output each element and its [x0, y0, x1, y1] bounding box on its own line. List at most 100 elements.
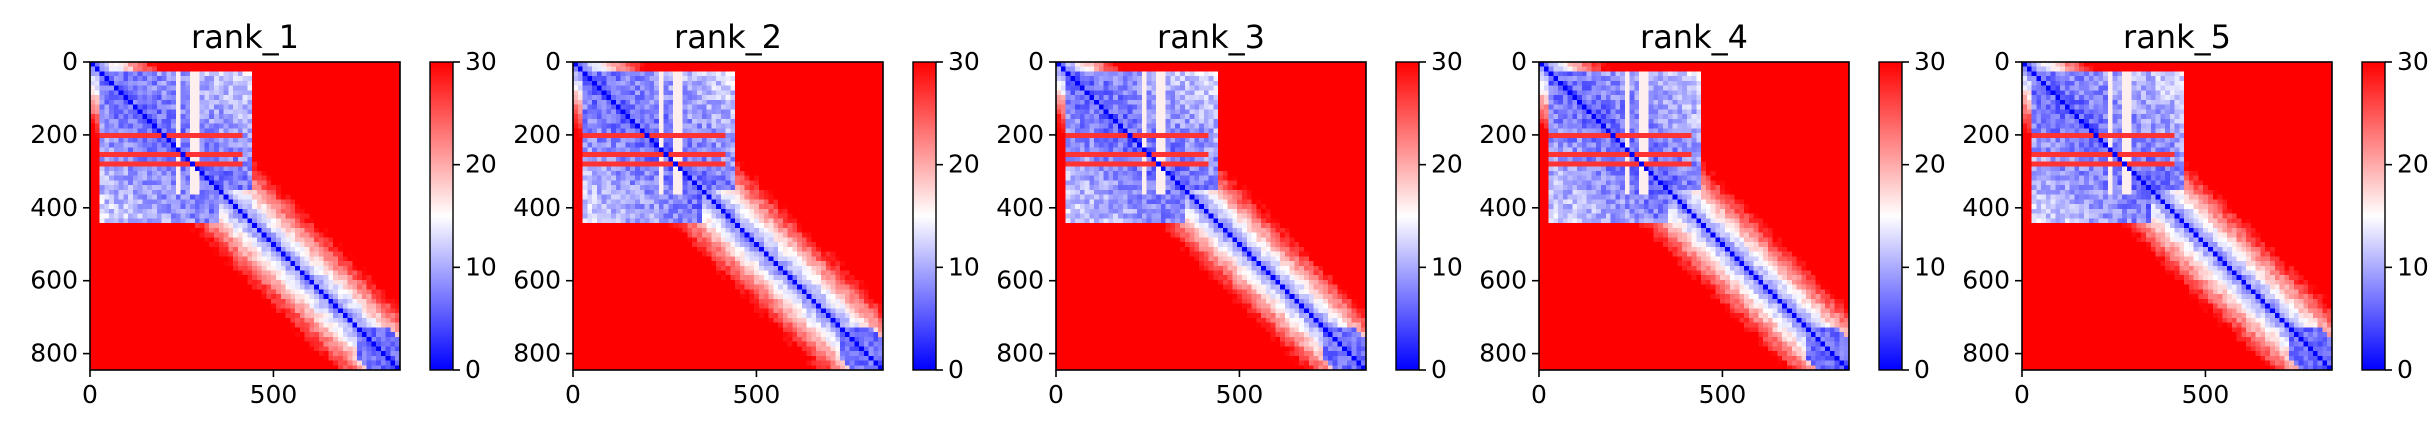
heatmap-cell: [228, 332, 234, 338]
heatmap-cell: [147, 180, 153, 186]
heatmap-cell: [347, 341, 353, 347]
heatmap-cell: [237, 118, 244, 125]
heatmap-cell: [261, 242, 268, 248]
heatmap-cell: [371, 109, 377, 115]
heatmap-cell: [147, 128, 153, 134]
heatmap-cell: [304, 90, 310, 96]
heatmap-cell: [361, 298, 368, 305]
heatmap-cell: [380, 156, 387, 163]
heatmap-cell: [385, 223, 392, 229]
heatmap-cell: [156, 265, 163, 272]
heatmap-cell: [147, 294, 153, 300]
heatmap-cell: [228, 62, 234, 68]
heatmap-cell: [333, 365, 339, 371]
heatmap-cell: [252, 341, 258, 347]
heatmap-cell: [185, 133, 191, 139]
heatmap-cell: [390, 360, 396, 366]
heatmap-cell: [361, 156, 368, 163]
heatmap-cell: [190, 180, 196, 186]
heatmap-cell: [194, 237, 201, 243]
heatmap-cell: [385, 256, 392, 262]
heatmap-cell: [166, 194, 172, 201]
heatmap-cell: [304, 279, 310, 286]
heatmap-cell: [147, 199, 153, 205]
heatmap-cell: [357, 80, 363, 87]
heatmap-cell: [276, 355, 282, 362]
heatmap-cell: [371, 147, 377, 153]
heatmap-cell: [152, 90, 158, 96]
heatmap-cell: [338, 166, 344, 172]
heatmap-cell: [323, 170, 330, 177]
heatmap-cell: [720, 80, 727, 87]
heatmap-cell: [347, 170, 353, 177]
heatmap-cell: [295, 322, 301, 328]
heatmap-cell: [376, 66, 382, 73]
heatmap-cell: [99, 360, 105, 366]
heatmap-cell: [185, 332, 191, 338]
heatmap-cell: [123, 355, 129, 362]
heatmap-cell: [247, 137, 253, 144]
heatmap-cell: [333, 66, 339, 73]
heatmap-cell: [175, 85, 182, 92]
heatmap-cell: [199, 213, 206, 219]
heatmap-cell: [333, 303, 339, 309]
heatmap-cell: [878, 109, 884, 115]
heatmap-cell: [797, 76, 803, 82]
heatmap-cell: [214, 204, 220, 210]
heatmap-cell: [280, 298, 287, 305]
heatmap-cell: [654, 85, 660, 92]
heatmap-cell: [787, 104, 793, 110]
heatmap-cell: [194, 242, 201, 248]
heatmap-cell: [811, 71, 817, 77]
heatmap-cell: [720, 71, 727, 77]
heatmap-cell: [625, 76, 631, 82]
heatmap-cell: [190, 194, 196, 201]
heatmap-cell: [194, 199, 201, 205]
heatmap-cell: [635, 99, 641, 106]
heatmap-cell: [385, 237, 392, 243]
heatmap-cell: [242, 284, 248, 291]
heatmap-cell: [385, 194, 392, 201]
heatmap-cell: [295, 204, 301, 210]
heatmap-cell: [280, 346, 287, 352]
heatmap-cell: [185, 208, 191, 215]
heatmap-cell: [242, 237, 248, 243]
heatmap-cell: [266, 289, 272, 295]
heatmap-cell: [711, 71, 717, 77]
heatmap-cell: [285, 208, 291, 215]
heatmap-cell: [280, 351, 287, 357]
heatmap-cell: [347, 227, 353, 234]
heatmap-cell: [299, 142, 306, 148]
heatmap-cell: [152, 327, 158, 333]
heatmap-cell: [314, 199, 320, 205]
heatmap-cell: [256, 355, 263, 362]
heatmap-cell: [625, 80, 631, 87]
heatmap-cell: [357, 261, 363, 267]
heatmap-cell: [180, 62, 186, 68]
heatmap-cell: [118, 161, 124, 167]
heatmap-cell: [166, 227, 172, 234]
heatmap-cell: [290, 294, 296, 300]
heatmap-cell: [190, 265, 196, 272]
heatmap-cell: [256, 232, 263, 238]
heatmap-cell: [166, 322, 172, 328]
heatmap-cell: [237, 346, 244, 352]
heatmap-cell: [237, 90, 244, 96]
heatmap-cell: [754, 99, 760, 106]
heatmap-cell: [118, 265, 124, 272]
heatmap-cell: [161, 242, 167, 248]
heatmap-cell: [673, 104, 679, 110]
heatmap-cell: [615, 71, 622, 77]
heatmap-cell: [821, 109, 827, 115]
heatmap-cell: [385, 265, 392, 272]
heatmap-cell: [190, 118, 196, 125]
heatmap-cell: [342, 137, 349, 144]
heatmap-cell: [152, 303, 158, 309]
heatmap-cell: [285, 76, 291, 82]
heatmap-cell: [185, 327, 191, 333]
heatmap-cell: [161, 261, 167, 267]
heatmap-cell: [280, 175, 287, 182]
heatmap-cell: [366, 351, 372, 357]
heatmap-cell: [256, 175, 263, 182]
